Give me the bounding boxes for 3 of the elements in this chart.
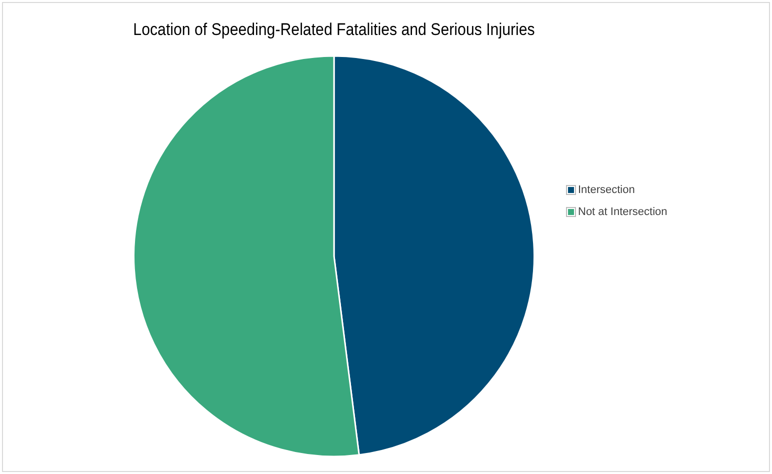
chart-title: Location of Speeding-Related Fatalities and Serious Injuries [133, 20, 535, 40]
legend-label: Intersection [577, 183, 636, 198]
legend-label: Not at Intersection [577, 205, 668, 220]
